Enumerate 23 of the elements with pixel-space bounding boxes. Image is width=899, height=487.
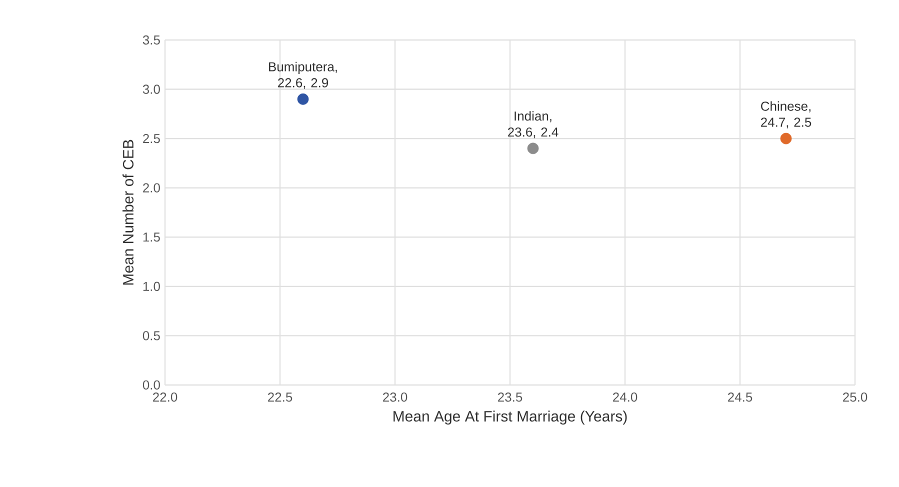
annotation: Indian, 23.6, 2.4 bbox=[508, 111, 558, 138]
annotation: Bumiputera, 22.6, 2.9 bbox=[269, 62, 337, 89]
y-tick-label: 1.5 bbox=[143, 232, 160, 242]
y-axis-title: Mean Number of CEB bbox=[122, 140, 134, 285]
y-tick-label: 0.0 bbox=[142, 380, 160, 390]
y-tick-label: 2.5 bbox=[143, 134, 160, 144]
y-tick-label: 0.5 bbox=[142, 331, 160, 340]
x-tick-label: 22.0 bbox=[153, 392, 178, 402]
x-tick-label: 24.5 bbox=[728, 392, 752, 402]
y-tick-label: 1.0 bbox=[143, 282, 160, 292]
y-tick-label: 2.0 bbox=[143, 183, 160, 192]
y-tick-label: 3.5 bbox=[142, 35, 160, 45]
x-tick-label: 25.0 bbox=[843, 392, 868, 402]
point bbox=[527, 142, 539, 154]
annotation: Chinese, 24.7, 2.5 bbox=[761, 101, 812, 128]
point bbox=[297, 93, 309, 105]
x-tick-label: 24.0 bbox=[613, 392, 638, 402]
x-axis-title: Mean Age At First Marriage (Years) bbox=[394, 410, 627, 425]
x-tick-label: 23.0 bbox=[383, 392, 408, 402]
y-tick-label: 3.0 bbox=[142, 84, 160, 94]
point bbox=[780, 132, 792, 144]
x-tick-label: 23.5 bbox=[498, 392, 522, 402]
x-tick-label: 22.5 bbox=[268, 392, 292, 402]
